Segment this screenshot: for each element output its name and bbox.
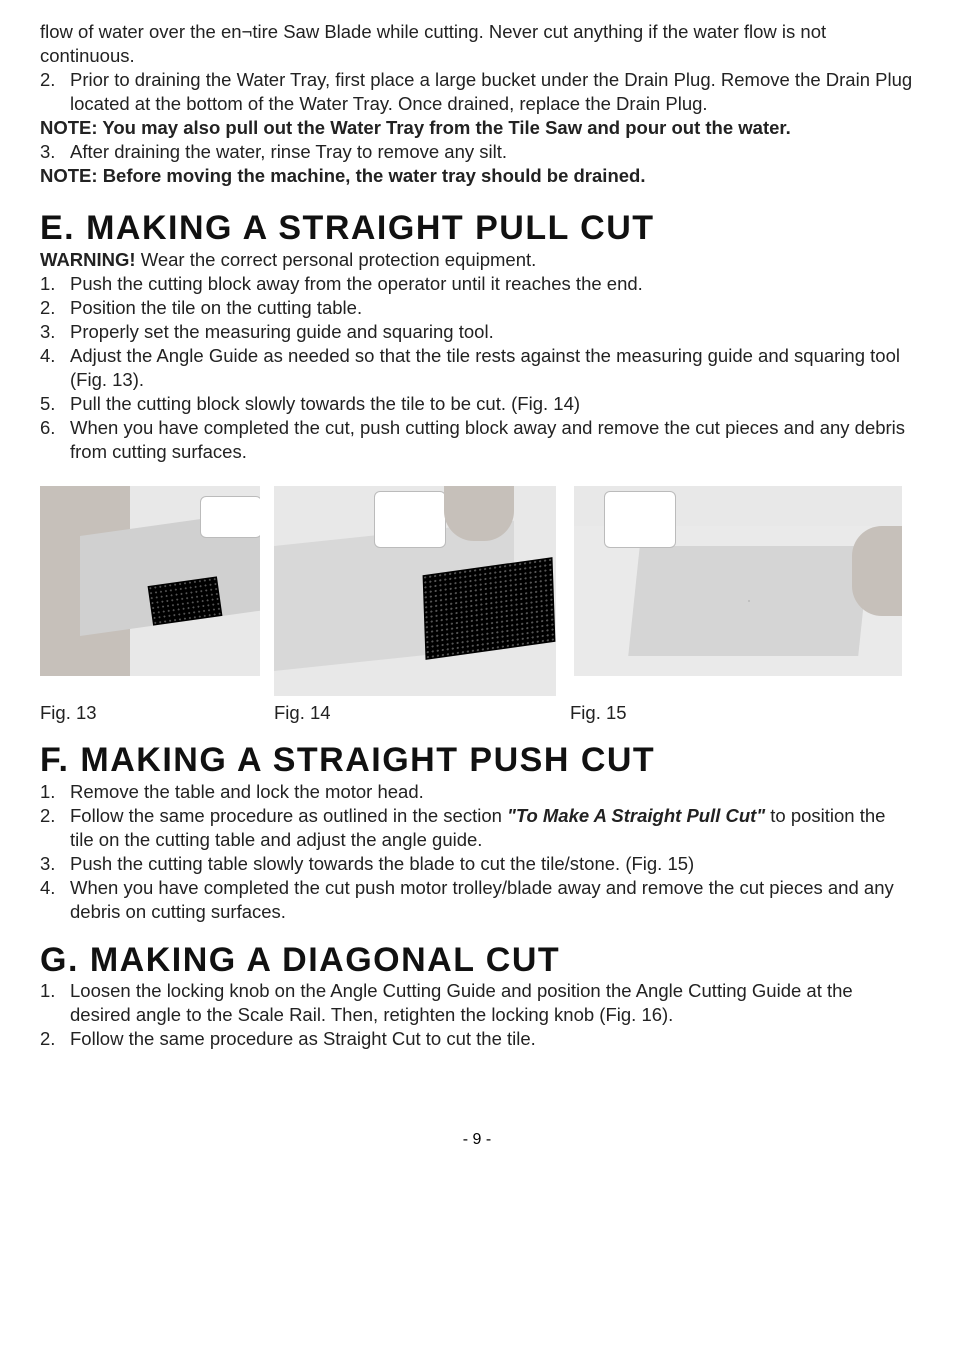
list-text: Push the cutting block away from the ope… — [70, 272, 914, 296]
list-number: 3. — [40, 140, 70, 164]
list-item: 1.Remove the table and lock the motor he… — [40, 780, 914, 804]
intro-paragraph: flow of water over the en¬tire Saw Blade… — [40, 20, 914, 68]
section-e-list: 1.Push the cutting block away from the o… — [40, 272, 914, 464]
list-text: Follow the same procedure as outlined in… — [70, 804, 914, 852]
list-number: 2. — [40, 804, 70, 852]
list-item: 1.Push the cutting block away from the o… — [40, 272, 914, 296]
section-g-heading: G. MAKING A DIAGONAL CUT — [40, 942, 914, 979]
list-item: 6.When you have completed the cut, push … — [40, 416, 914, 464]
list-item: 4.When you have completed the cut push m… — [40, 876, 914, 924]
list-text: Properly set the measuring guide and squ… — [70, 320, 914, 344]
list-text-pre: Follow the same procedure as outlined in… — [70, 805, 507, 826]
list-text: Remove the table and lock the motor head… — [70, 780, 914, 804]
list-item: 2.Follow the same procedure as Straight … — [40, 1027, 914, 1051]
figure-15-caption: Fig. 15 — [570, 702, 914, 724]
list-number: 1. — [40, 272, 70, 296]
list-text: Loosen the locking knob on the Angle Cut… — [70, 979, 914, 1027]
list-text: When you have completed the cut, push cu… — [70, 416, 914, 464]
list-number: 2. — [40, 296, 70, 320]
list-item: 3.Push the cutting table slowly towards … — [40, 852, 914, 876]
list-item: 2.Follow the same procedure as outlined … — [40, 804, 914, 852]
intro-item-3: 3. After draining the water, rinse Tray … — [40, 140, 914, 164]
list-text-em: "To Make A Straight Pull Cut" — [507, 805, 765, 826]
page-number: - 9 - — [40, 1131, 914, 1149]
note-2: NOTE: Before moving the machine, the wat… — [40, 164, 914, 188]
section-f-list: 1.Remove the table and lock the motor he… — [40, 780, 914, 924]
list-item: 1.Loosen the locking knob on the Angle C… — [40, 979, 914, 1027]
figure-15 — [574, 486, 902, 676]
list-number: 2. — [40, 68, 70, 116]
figure-14 — [274, 486, 556, 696]
intro-item-2: 2. Prior to draining the Water Tray, fir… — [40, 68, 914, 116]
list-text: After draining the water, rinse Tray to … — [70, 140, 914, 164]
list-text: When you have completed the cut push mot… — [70, 876, 914, 924]
list-number: 1. — [40, 780, 70, 804]
note-1: NOTE: You may also pull out the Water Tr… — [40, 116, 914, 140]
list-number: 6. — [40, 416, 70, 464]
list-number: 3. — [40, 320, 70, 344]
list-text: Position the tile on the cutting table. — [70, 296, 914, 320]
list-text: Push the cutting table slowly towards th… — [70, 852, 914, 876]
warning-line: WARNING! Wear the correct personal prote… — [40, 248, 914, 272]
figure-13 — [40, 486, 260, 676]
section-e-heading: E. MAKING A STRAIGHT PULL CUT — [40, 210, 914, 247]
list-text: Adjust the Angle Guide as needed so that… — [70, 344, 914, 392]
list-number: 3. — [40, 852, 70, 876]
section-f-heading: F. MAKING A STRAIGHT PUSH CUT — [40, 742, 914, 779]
list-text: Pull the cutting block slowly towards th… — [70, 392, 914, 416]
list-number: 4. — [40, 344, 70, 392]
caption-row: Fig. 13 Fig. 14 Fig. 15 — [40, 702, 914, 724]
warning-label: WARNING! — [40, 249, 136, 270]
list-item: 2.Position the tile on the cutting table… — [40, 296, 914, 320]
list-item: 4.Adjust the Angle Guide as needed so th… — [40, 344, 914, 392]
list-number: 1. — [40, 979, 70, 1027]
list-number: 5. — [40, 392, 70, 416]
figure-13-caption: Fig. 13 — [40, 702, 274, 724]
list-text: Prior to draining the Water Tray, first … — [70, 68, 914, 116]
list-text: Follow the same procedure as Straight Cu… — [70, 1027, 914, 1051]
list-item: 3.Properly set the measuring guide and s… — [40, 320, 914, 344]
list-item: 5.Pull the cutting block slowly towards … — [40, 392, 914, 416]
figure-14-caption: Fig. 14 — [274, 702, 570, 724]
figure-row — [40, 486, 914, 696]
list-number: 2. — [40, 1027, 70, 1051]
warning-text: Wear the correct personal protection equ… — [136, 249, 537, 270]
section-g-list: 1.Loosen the locking knob on the Angle C… — [40, 979, 914, 1051]
list-number: 4. — [40, 876, 70, 924]
